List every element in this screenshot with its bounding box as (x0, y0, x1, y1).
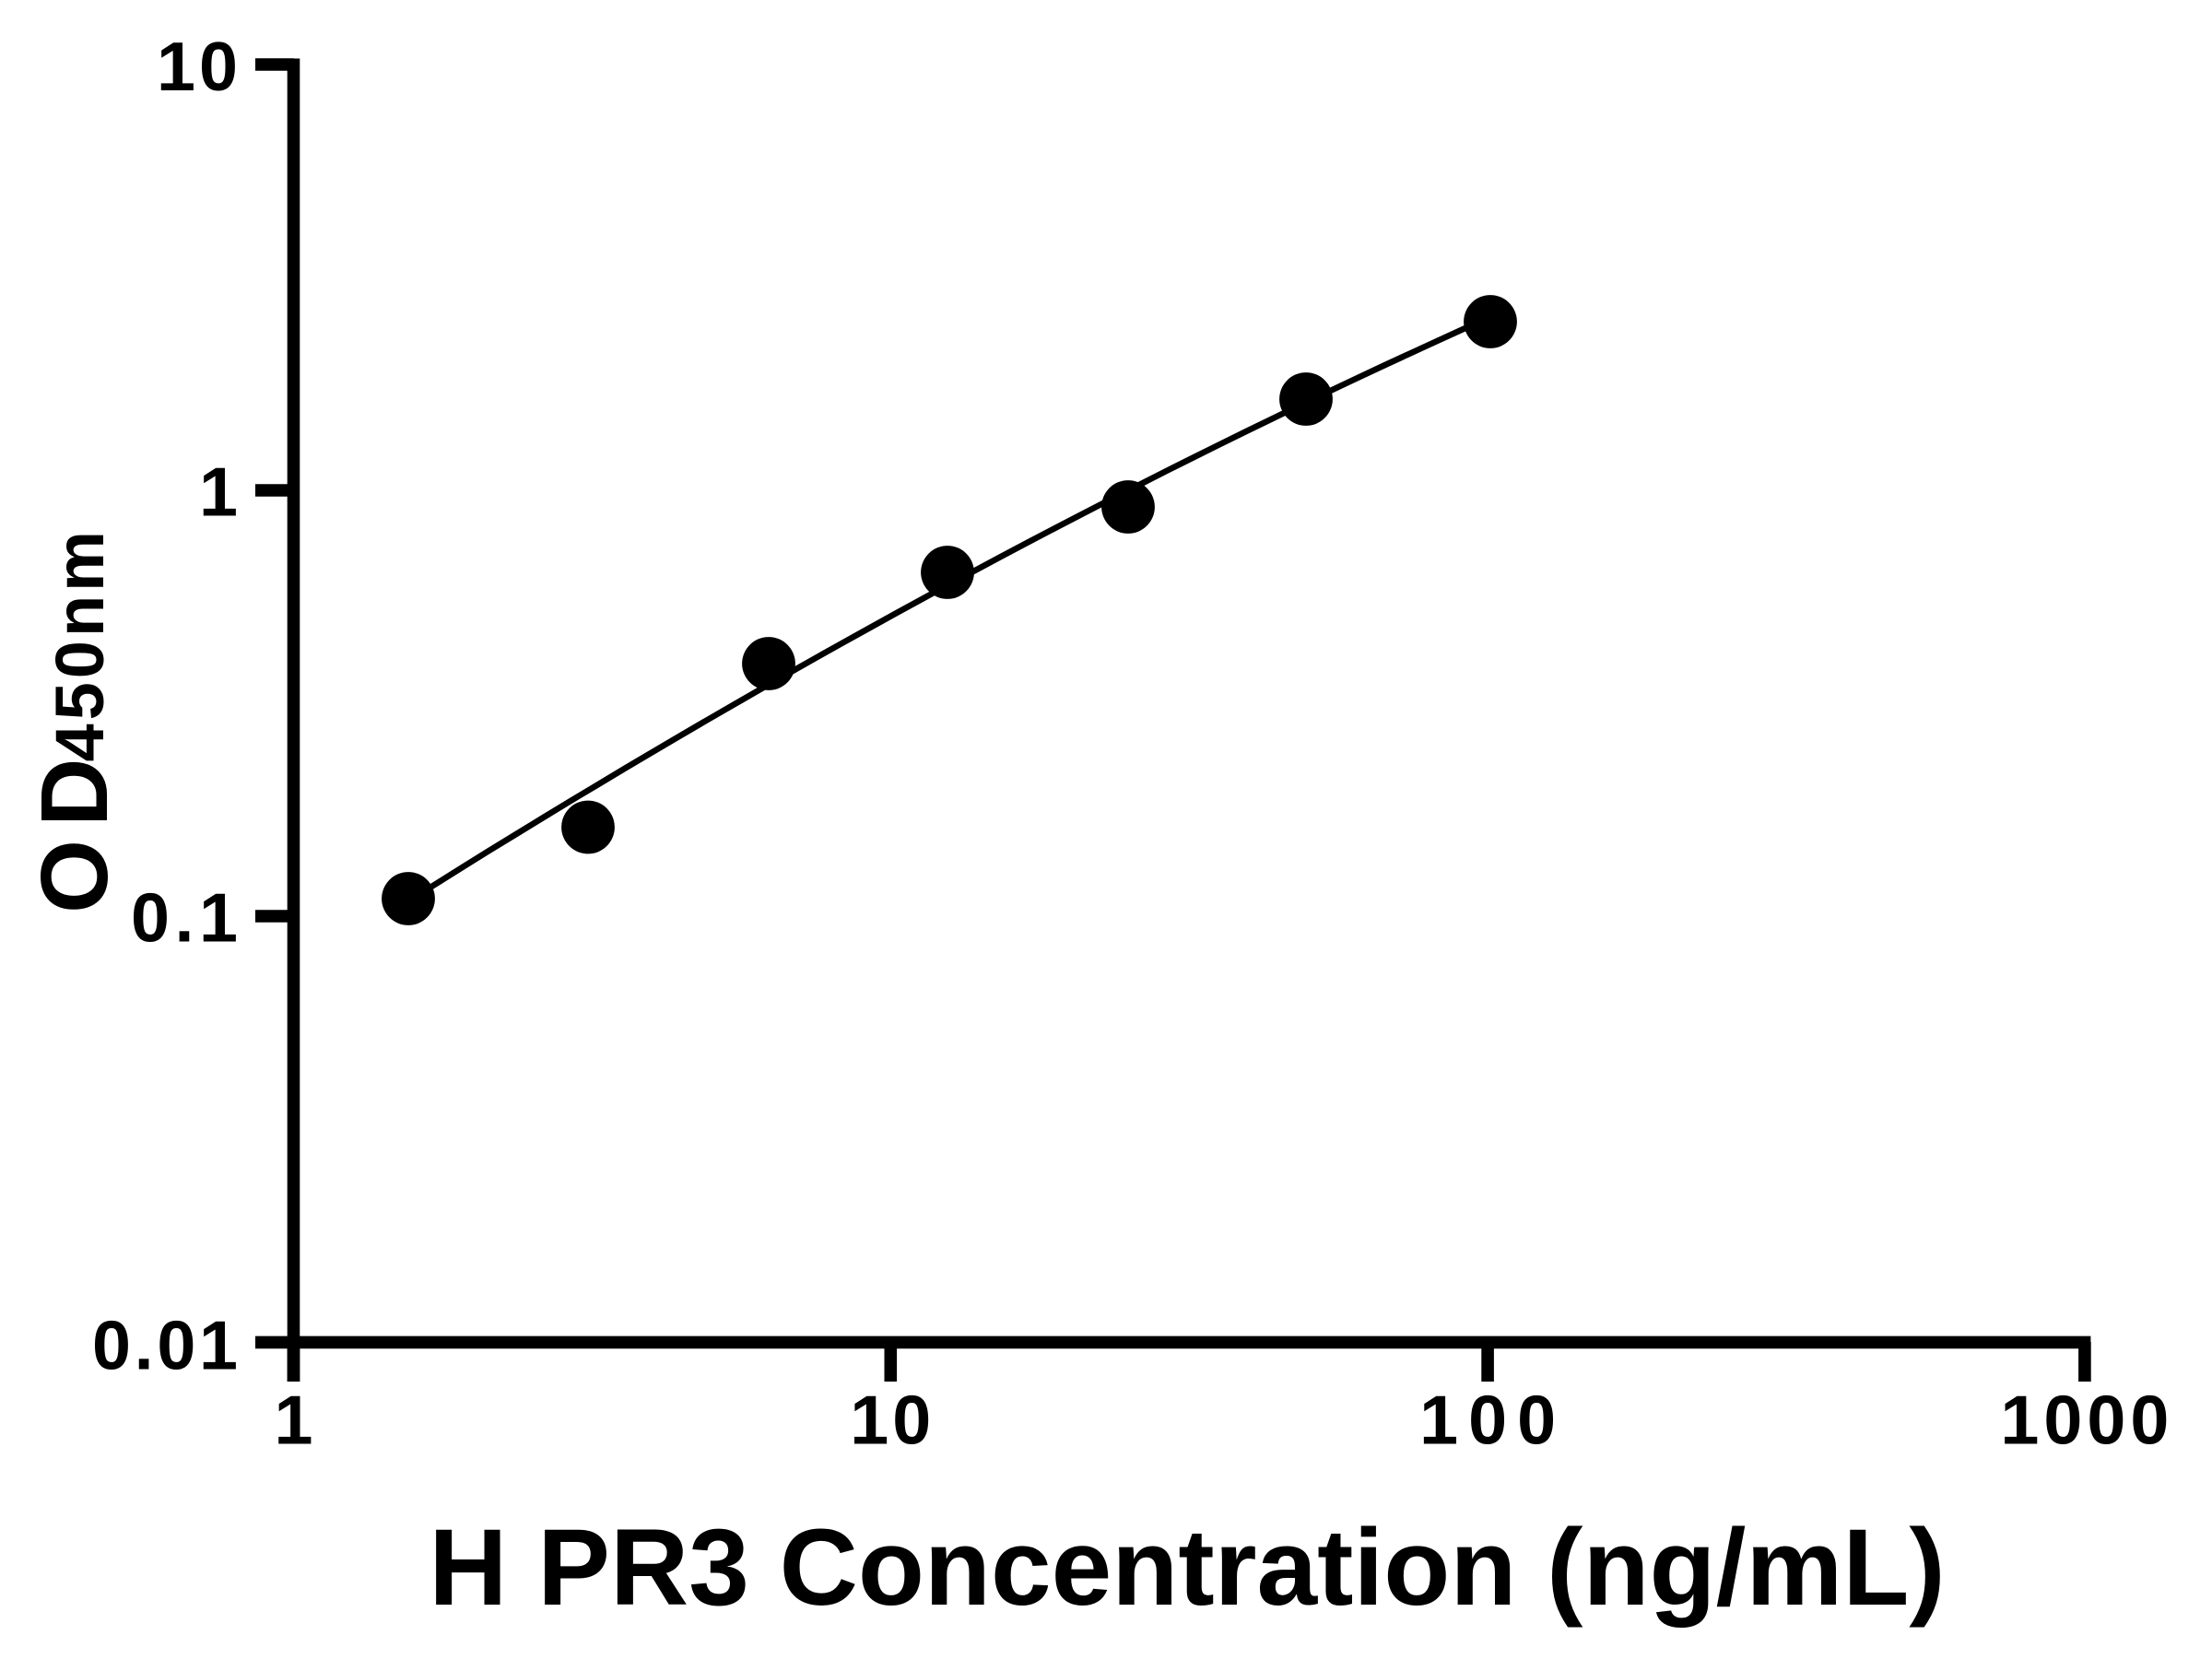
svg-text:H PR3 Concentration (ng/mL): H PR3 Concentration (ng/mL) (429, 1507, 1945, 1629)
svg-text:OD450nm: OD450nm (21, 527, 127, 913)
svg-text:1: 1 (275, 1382, 313, 1459)
svg-text:0.01: 0.01 (92, 1307, 238, 1384)
svg-text:1: 1 (199, 453, 238, 531)
svg-text:0.1: 0.1 (131, 879, 238, 957)
svg-text:100: 100 (1419, 1382, 1556, 1459)
